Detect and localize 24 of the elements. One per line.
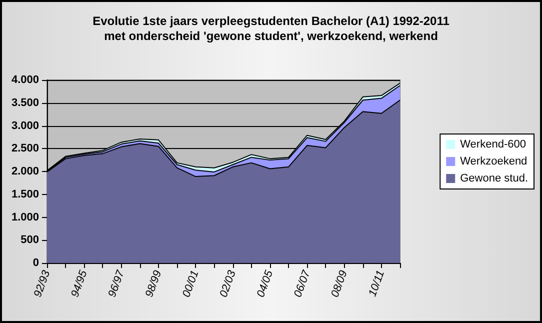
- x-tick-label: 06/07: [292, 268, 314, 299]
- y-tick-label: 2.500: [11, 142, 39, 155]
- x-tick-label: 96/97: [106, 268, 128, 299]
- x-tick-label: 02/03: [218, 268, 239, 299]
- x-tick-label: 94/95: [69, 268, 90, 299]
- legend-label: Werkend-600: [460, 138, 526, 150]
- y-tick-label: 4.000: [11, 74, 39, 86]
- x-tick-label: 00/01: [180, 268, 202, 299]
- y-tick-label: 3.500: [11, 96, 39, 109]
- y-tick-label: 3.000: [11, 120, 39, 132]
- y-tick-label: 1.500: [11, 188, 39, 200]
- legend-label: Gewone stud.: [460, 172, 528, 184]
- x-tick-label: 10/11: [366, 268, 388, 298]
- chart-subtitle: met onderscheid 'gewone student', werkzoekend, werkend: [104, 29, 438, 43]
- y-tick-label: 2.000: [11, 166, 39, 178]
- y-tick-label: 1.000: [11, 211, 39, 224]
- y-tick-label: 500: [20, 234, 39, 246]
- x-tick-label: 98/99: [143, 268, 164, 299]
- y-tick-label: 0: [32, 257, 39, 269]
- x-tick-label: 08/09: [329, 268, 350, 299]
- chart-title: Evolutie 1ste jaars verpleegstudenten Bachelor (A1) 1992-2011: [92, 14, 450, 28]
- legend-label: Werkzoekend: [460, 156, 528, 168]
- x-tick-label: 92/93: [32, 268, 53, 299]
- x-tick-label: 04/05: [254, 268, 276, 299]
